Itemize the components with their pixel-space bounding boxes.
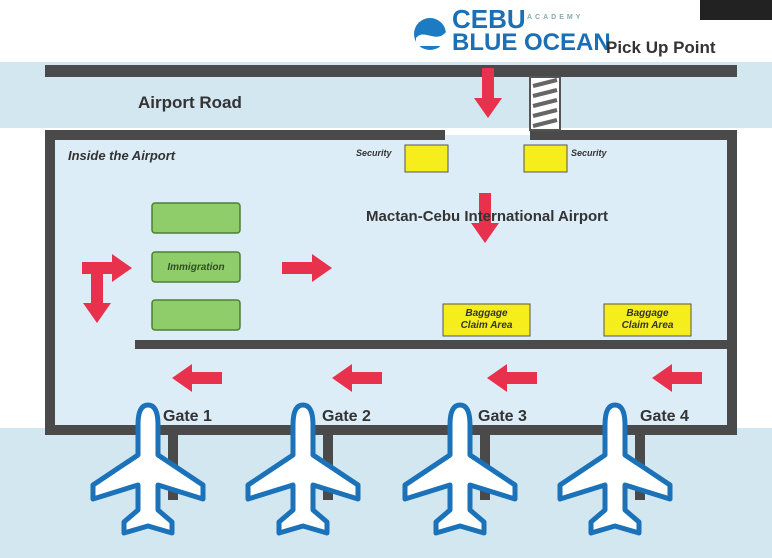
stairs [530, 77, 560, 130]
logo-icon [414, 18, 446, 50]
gate-label: Gate 2 [322, 408, 371, 426]
security-label: Security [571, 148, 607, 158]
immigration-label: Immigration [152, 252, 240, 282]
corner-photo [700, 0, 772, 20]
wall [135, 340, 737, 349]
security-box [524, 145, 567, 172]
logo-main: BLUE OCEAN [452, 30, 611, 56]
wall [45, 130, 445, 140]
inside-label: Inside the Airport [68, 148, 175, 163]
airport-map: CEBU ACADEMY BLUE OCEAN Pick Up Point Ai… [0, 0, 772, 558]
security-label: Security [356, 148, 392, 158]
baggage-label: Baggage Claim Area [616, 304, 679, 336]
gate-label: Gate 4 [640, 408, 689, 426]
terminal-floor [50, 135, 730, 430]
desk [152, 203, 240, 233]
wall [45, 65, 737, 77]
road-label: Airport Road [138, 93, 242, 113]
wall [727, 130, 737, 435]
gate-label: Gate 1 [163, 408, 212, 426]
airport-name: Mactan-Cebu International Airport [362, 208, 612, 225]
logo-small: ACADEMY [527, 14, 583, 21]
baggage-label: Baggage Claim Area [455, 304, 518, 336]
wall [530, 130, 737, 140]
desk [152, 300, 240, 330]
map-drawing [0, 0, 772, 558]
wall [45, 130, 55, 435]
gate-label: Gate 3 [478, 408, 527, 426]
security-box [405, 145, 448, 172]
pickup-label: Pick Up Point [606, 38, 716, 58]
